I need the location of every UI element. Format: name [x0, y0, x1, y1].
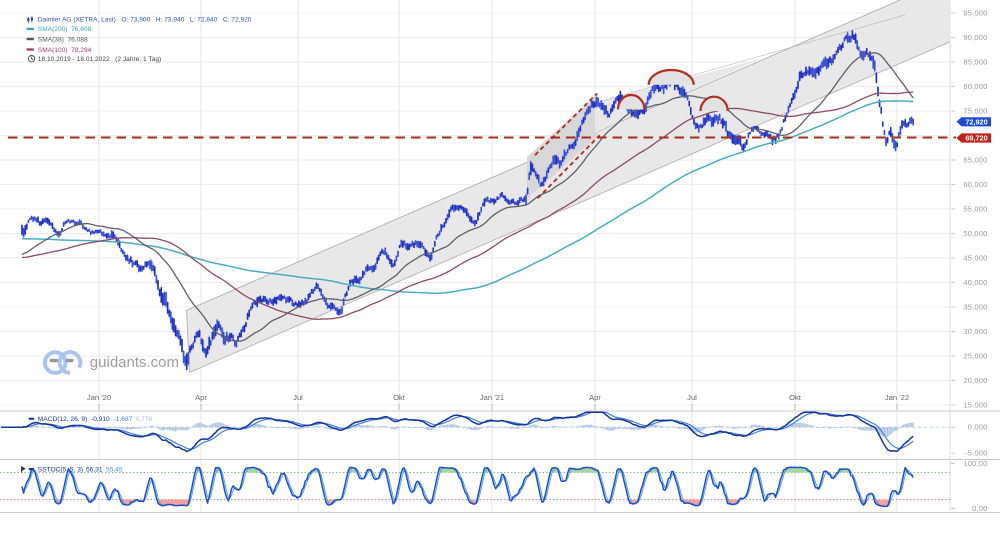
svg-text:30,000: 30,000: [963, 327, 987, 336]
svg-text:95,000: 95,000: [963, 8, 987, 17]
svg-text:72,920: 72,920: [965, 118, 987, 127]
svg-text:Daimler AG (XETRA, Last) O:: Daimler AG (XETRA, Last) O: 73,900 H: 73…: [38, 17, 252, 24]
svg-text:55,45: 55,45: [106, 467, 123, 474]
svg-text:Jan '21: Jan '21: [480, 393, 504, 402]
svg-text:Jan '22: Jan '22: [885, 393, 909, 402]
svg-text:Jan '20: Jan '20: [87, 393, 111, 402]
svg-text:75,000: 75,000: [963, 106, 987, 115]
svg-text:Apr: Apr: [589, 393, 601, 402]
svg-text:0,000: 0,000: [968, 423, 988, 432]
svg-text:SMA(38) 76,088: SMA(38) 76,088: [38, 36, 88, 43]
svg-text:90,000: 90,000: [963, 33, 987, 42]
svg-text:Okt: Okt: [789, 393, 802, 402]
svg-text:20,000: 20,000: [963, 376, 987, 385]
svg-text:60,000: 60,000: [963, 180, 987, 189]
svg-text:56,31: 56,31: [86, 467, 103, 474]
svg-text:35,000: 35,000: [963, 302, 987, 311]
svg-text:-0,910: -0,910: [91, 416, 110, 423]
svg-text:18.10.2019 - 18.01.2022 (2 J: 18.10.2019 - 18.01.2022 (2 Jahre, 1 Tag): [38, 56, 161, 63]
svg-text:45,000: 45,000: [963, 253, 987, 262]
svg-text:Okt: Okt: [393, 393, 406, 402]
svg-text:-1,687: -1,687: [114, 416, 133, 423]
svg-text:Jul: Jul: [687, 393, 697, 402]
svg-text:Jul: Jul: [293, 393, 303, 402]
svg-text:0,00: 0,00: [972, 504, 987, 513]
svg-text:65,000: 65,000: [963, 155, 987, 164]
svg-text:80,000: 80,000: [963, 82, 987, 91]
svg-text:MACD(12, 26, 9): MACD(12, 26, 9): [38, 416, 87, 423]
svg-text:85,000: 85,000: [963, 57, 987, 66]
svg-text:25,000: 25,000: [963, 351, 987, 360]
svg-text:0,778: 0,778: [136, 416, 153, 423]
svg-text:guidants.com: guidants.com: [90, 354, 179, 371]
svg-text:Apr: Apr: [195, 393, 207, 402]
svg-text:SMA(200) 76,608: SMA(200) 76,608: [38, 26, 92, 33]
svg-text:69,720: 69,720: [965, 134, 987, 143]
svg-text:SMA(100) 78,294: SMA(100) 78,294: [38, 47, 92, 54]
svg-text:50,000: 50,000: [963, 229, 987, 238]
svg-text:40,000: 40,000: [963, 278, 987, 287]
svg-text:-5,000: -5,000: [965, 448, 987, 457]
svg-text:15,000: 15,000: [963, 400, 987, 409]
svg-text:SSTOC(5, 5, 3): SSTOC(5, 5, 3): [38, 467, 83, 474]
svg-text:55,000: 55,000: [963, 204, 987, 213]
svg-text:100,00: 100,00: [963, 459, 987, 468]
